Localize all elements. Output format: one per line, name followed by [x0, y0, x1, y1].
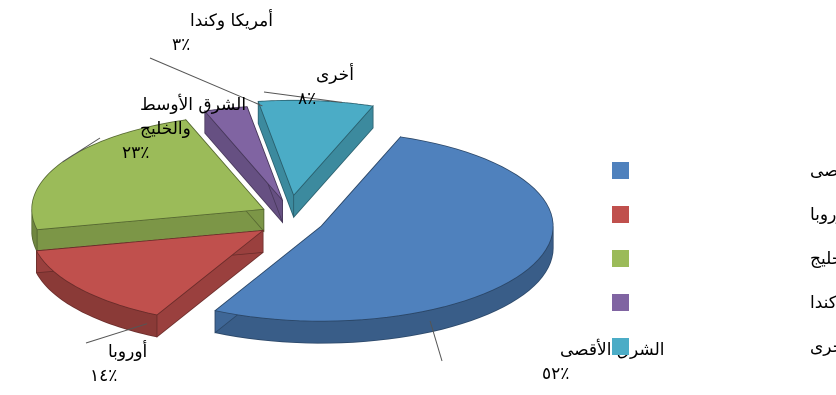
pie-slice-top	[35, 229, 265, 316]
pie-slice-top	[31, 119, 265, 231]
legend-item: أخرى	[612, 335, 836, 357]
data-label: الشرق الأوسط والخليج ٪٢٣	[122, 94, 246, 163]
legend-item: الشرق الأوسط والخليج	[612, 248, 836, 269]
legend-swatch	[612, 206, 629, 223]
legend-label: أمريكا وكندا	[810, 291, 836, 313]
legend-label: الشرق الأقصى	[810, 160, 836, 181]
legend-item: أمريكا وكندا	[612, 291, 836, 313]
legend-item: أوروبا	[612, 203, 836, 225]
data-label-name: الشرق الأوسط	[140, 94, 246, 115]
pie-slice	[31, 118, 265, 254]
pie-slice-top	[214, 136, 554, 322]
data-labels: الشرق الأقصى٪٥٢ أوروبا ٪١٤ الشرق الأوسط والخ…	[90, 9, 665, 386]
legend: الشرق الأقصى أوروبا الشرق الأوسط والخليج أم…	[612, 160, 836, 357]
data-label-value: ٪٢٣	[122, 143, 149, 163]
pie-slice-top	[204, 106, 283, 201]
leader-line	[149, 57, 263, 107]
data-label-name: أوروبا	[108, 340, 147, 362]
pie-slice	[35, 229, 265, 338]
legend-label: أخرى	[810, 335, 836, 357]
data-label-name: والخليج	[140, 119, 191, 139]
pie-slice	[257, 99, 374, 219]
pie-slice	[214, 135, 554, 344]
data-label-value: ٪٣	[172, 35, 190, 55]
data-label: الشرق الأقصى٪٥٢	[542, 339, 665, 384]
leader-line	[429, 320, 443, 362]
data-label: أخرى٪٨	[298, 63, 354, 109]
leader-line	[85, 323, 148, 344]
legend-swatch	[612, 250, 629, 267]
pie-slice-top	[257, 99, 374, 197]
legend-label: الشرق الأوسط والخليج	[810, 248, 836, 269]
leader-line	[62, 137, 101, 163]
leader-lines	[62, 57, 443, 362]
data-label-name: أمريكا وكندا	[190, 9, 273, 31]
data-label-name: أخرى	[316, 63, 354, 85]
data-label: أمريكا وكندا٪٣	[172, 9, 273, 55]
legend-item: الشرق الأقصى	[612, 160, 836, 181]
data-label-value: ٪١٤	[90, 366, 117, 386]
legend-swatch	[612, 338, 629, 355]
leader-line	[263, 91, 342, 103]
pie-slices	[31, 99, 554, 344]
legend-label: أوروبا	[810, 203, 836, 225]
legend-swatch	[612, 162, 629, 179]
data-label-value: ٪٥٢	[542, 364, 569, 384]
data-label-value: ٪٨	[298, 89, 316, 109]
data-label: أوروبا ٪١٤	[90, 340, 147, 386]
legend-swatch	[612, 294, 629, 311]
pie-slice	[204, 106, 283, 224]
